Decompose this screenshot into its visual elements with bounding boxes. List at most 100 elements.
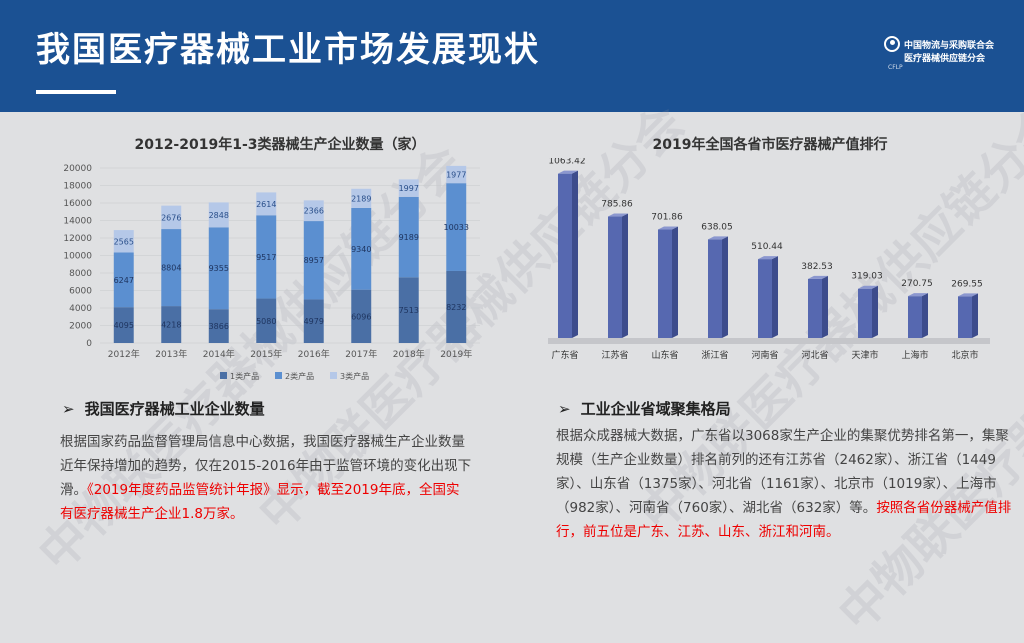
data-label: 638.05: [701, 222, 733, 232]
data-label: 5080: [256, 317, 276, 326]
left-para-normal: 根据国家药品监督管理局信息中心数据，我国医疗器械生产企业数量近年保持增加的趋势，…: [60, 434, 472, 498]
bar-segment: [303, 299, 324, 343]
logo-line1: 中国物流与采购联合会: [904, 41, 995, 51]
bar-side: [922, 293, 928, 338]
data-label: 2189: [351, 194, 371, 203]
bar-segment: [351, 289, 372, 343]
y-tick-label: 8000: [69, 269, 92, 279]
data-label: 4095: [114, 321, 134, 330]
data-label: 4218: [161, 321, 181, 330]
title-underline: [36, 90, 116, 94]
right-paragraph: 根据众成器械大数据，广东省以3068家生产企业的集聚优势排名第一，集聚规模（生产…: [556, 424, 1018, 544]
data-label: 4979: [304, 317, 324, 326]
bar-segment: [256, 298, 277, 343]
data-label: 269.55: [951, 279, 983, 289]
bar-segment: [161, 205, 182, 230]
x-tick-label: 浙江省: [701, 349, 728, 361]
left-section-heading: ➢ 我国医疗器械工业企业数量: [62, 398, 265, 419]
bar-side: [722, 236, 728, 338]
x-tick-label: 天津市: [851, 349, 878, 361]
right-para-normal: 根据众成器械大数据，广东省以3068家生产企业的集聚优势排名第一，集聚规模（生产…: [556, 428, 1009, 516]
y-tick-label: 0: [86, 339, 92, 349]
left-para-red: 《2019年度药品监管统计年报》显示，截至2019年底，全国实有医疗器械生产企业…: [60, 482, 460, 522]
legend-swatch: [330, 372, 337, 379]
data-label: 510.44: [751, 242, 783, 252]
left-chart-title: 2012-2019年1-3类器械生产企业数量（家）: [134, 137, 426, 153]
data-label: 382.53: [801, 262, 833, 272]
y-tick-label: 10000: [63, 252, 92, 262]
bar-segment: [113, 230, 134, 253]
x-tick-label: 河北省: [801, 349, 828, 361]
data-label: 9517: [256, 253, 276, 262]
bar-segment: [398, 277, 419, 343]
x-tick-label: 2014年: [203, 348, 235, 360]
data-label: 1977: [446, 171, 466, 180]
legend-swatch: [275, 372, 282, 379]
data-label: 10033: [444, 223, 469, 232]
x-tick-label: 江苏省: [601, 349, 628, 361]
stacked-bar-chart: 0 2000 4000 6000 8000 10000 12000 14000 16000 180…: [63, 164, 480, 381]
left-paragraph: 根据国家药品监督管理局信息中心数据，我国医疗器械生产企业数量近年保持增加的趋势，…: [60, 430, 472, 526]
bar-segment: [351, 188, 372, 208]
bar: [958, 296, 972, 338]
bar-segment: [303, 200, 324, 222]
bar-segment: [446, 270, 467, 343]
bar-top: [858, 285, 878, 289]
data-label: 701.86: [651, 213, 683, 223]
y-tick-label: 12000: [63, 234, 92, 244]
x-tick-label: 河南省: [751, 349, 778, 361]
bar-segment: [208, 202, 229, 228]
data-label: 8232: [446, 303, 466, 312]
legend-label: 2类产品: [285, 371, 314, 381]
bar-segment: [256, 192, 277, 216]
bar-top: [708, 236, 728, 240]
bar: [708, 239, 722, 338]
bar: [758, 259, 772, 338]
bar-segment: [208, 227, 229, 310]
data-label: 1997: [399, 184, 419, 193]
bar-side: [822, 275, 828, 338]
data-label: 1063.42: [548, 158, 585, 167]
bar-segment: [161, 229, 182, 307]
x-tick-label: 北京市: [951, 349, 978, 361]
right-heading-text: 工业企业省域聚集格局: [580, 400, 731, 418]
bar-segment: [113, 252, 134, 308]
legend-swatch: [220, 372, 227, 379]
logo-sub: CFLP: [888, 64, 903, 71]
bar-side: [672, 226, 678, 338]
x-tick-label: 2012年: [108, 348, 140, 360]
x-tick-label: 2017年: [345, 348, 377, 360]
x-tick-label: 上海市: [901, 349, 928, 361]
data-label: 8804: [161, 264, 181, 273]
chart-floor: [548, 338, 990, 344]
x-tick-label: 2016年: [298, 348, 330, 360]
data-label: 6247: [114, 276, 134, 285]
x-tick-label: 2015年: [250, 348, 282, 360]
bar-segment: [256, 215, 277, 299]
bar-segment: [113, 307, 134, 343]
data-label: 9340: [351, 245, 371, 254]
bar-segment: [446, 165, 467, 184]
bar: [608, 216, 622, 338]
y-tick-label: 20000: [63, 164, 92, 174]
bar-top: [658, 226, 678, 230]
data-label: 270.75: [901, 279, 933, 289]
bar-side: [872, 285, 878, 338]
y-tick-label: 2000: [69, 322, 92, 332]
x-tick-label: 2013年: [155, 348, 187, 360]
left-heading-text: 我国医疗器械工业企业数量: [84, 400, 265, 418]
x-tick-label: 广东省: [551, 349, 578, 361]
bar-top: [908, 293, 928, 297]
bar-segment: [208, 309, 229, 343]
data-label: 2614: [256, 200, 276, 209]
logo-icon: [884, 36, 900, 52]
bar-segment: [446, 183, 467, 271]
right-para-red: 按照各省份器械产值排行，前五位是广东、江苏、山东、浙江和河南。: [556, 500, 1012, 540]
x-tick-label: 2019年: [440, 348, 472, 360]
arrow-icon: ➢: [558, 400, 571, 418]
logo-line2: 医疗器械供应链分会: [904, 54, 986, 64]
bar-segment: [398, 179, 419, 197]
y-tick-label: 14000: [63, 217, 92, 227]
legend-label: 3类产品: [340, 371, 369, 381]
bar: [558, 173, 572, 338]
